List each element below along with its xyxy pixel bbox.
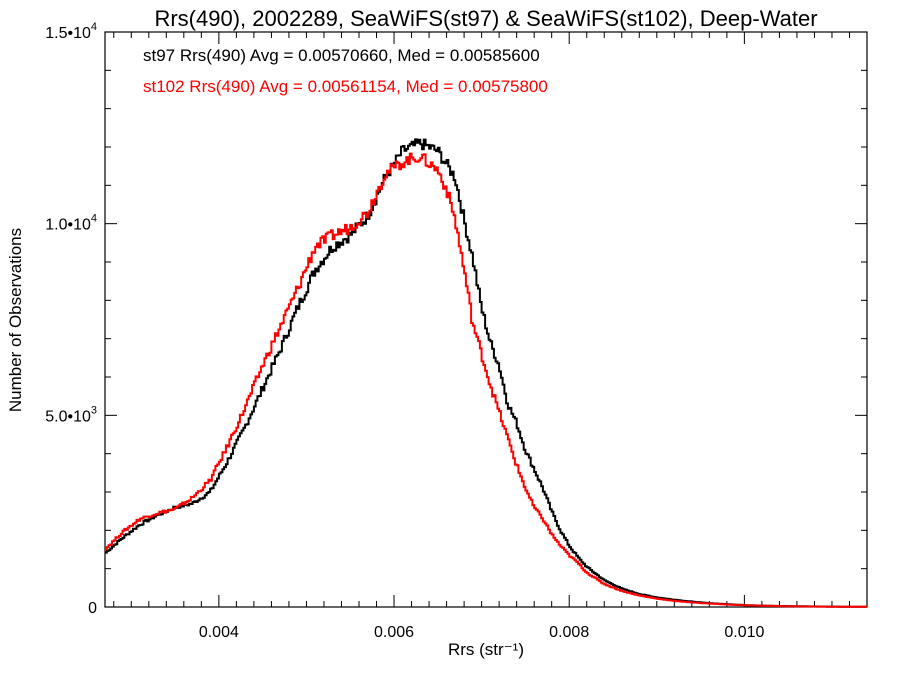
series-layer: [105, 138, 867, 608]
x-tick-labels: 0.004 0.006 0.008 0.010: [199, 624, 765, 641]
y-tick-labels: 0 5.0•103 1.0•104 1.5•104: [45, 21, 97, 617]
series-st102-histogram: [105, 152, 867, 608]
y-axis-label: Number of Observations: [6, 228, 25, 412]
annotation-st102: st102 Rrs(490) Avg = 0.00561154, Med = 0…: [143, 77, 548, 96]
chart-title: Rrs(490), 2002289, SeaWiFS(st97) & SeaWi…: [154, 6, 817, 31]
x-tick-label: 0.004: [199, 624, 239, 641]
x-axis-label: Rrs (str⁻¹): [448, 640, 524, 659]
y-tick-label: 1.0•104: [45, 213, 97, 234]
y-tick-label: 5.0•103: [45, 404, 97, 425]
y-tick-label: 0: [88, 600, 97, 617]
plot-frame: [104, 31, 868, 608]
y-tick-label: 1.5•104: [45, 21, 97, 42]
x-tick-label: 0.006: [374, 624, 414, 641]
x-tick-label: 0.010: [724, 624, 764, 641]
annotation-st97: st97 Rrs(490) Avg = 0.00570660, Med = 0.…: [143, 46, 540, 65]
axis-ticks: [105, 31, 868, 608]
x-tick-label: 0.008: [549, 624, 589, 641]
plot-area: [104, 31, 868, 608]
